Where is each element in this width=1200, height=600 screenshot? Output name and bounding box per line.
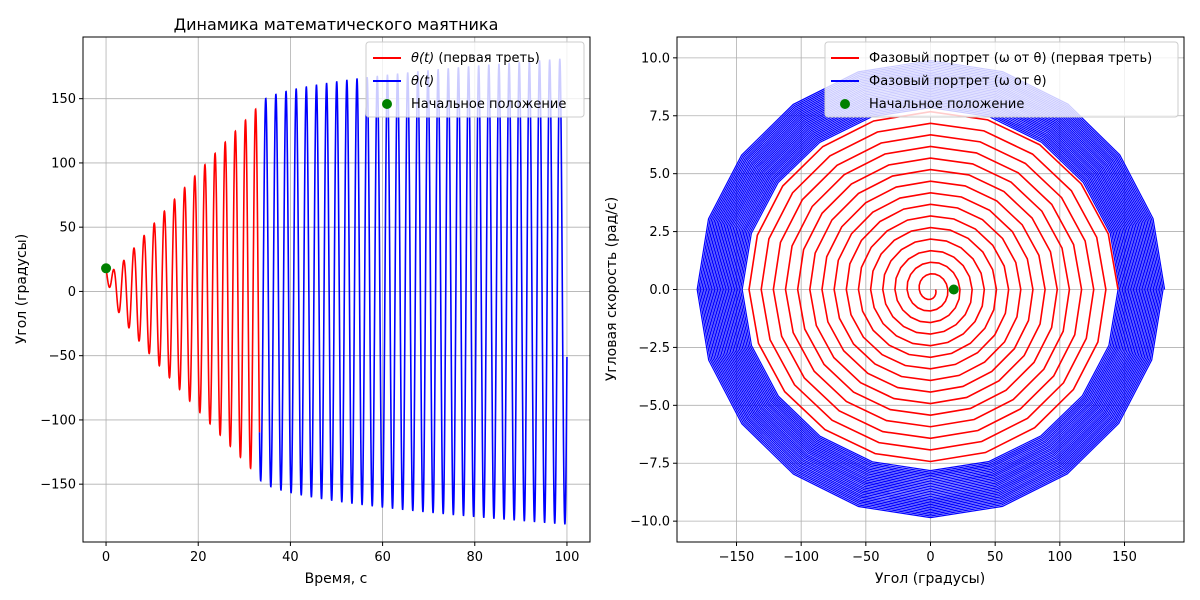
right-x-tick-label: −150: [719, 550, 755, 565]
right-y-tick-label: 10.0: [641, 51, 670, 66]
right-y-tick-label: 0.0: [649, 283, 670, 298]
legend-label-left-green: Начальное положение: [411, 97, 566, 112]
legend-label-right-blue: Фазовый портрет (ω от θ): [869, 74, 1047, 89]
left-legend-box: [365, 41, 585, 118]
chart-title: Динамика математического маятника: [174, 15, 499, 34]
left-x-tick-label: 40: [282, 550, 299, 565]
right-x-tick-label: 0: [926, 550, 934, 565]
right-y-axis-label: Угловая скорость (рад/с): [604, 197, 620, 381]
left-y-tick-label: −150: [40, 478, 76, 493]
series-theta: [258, 58, 568, 525]
left-x-tick-label: 0: [102, 550, 110, 565]
right-x-axis-label: Угол (градусы): [875, 571, 985, 587]
left-x-tick-label: 100: [555, 550, 580, 565]
left-y-tick-label: 100: [51, 156, 76, 171]
right-y-tick-label: 2.5: [649, 225, 670, 240]
right-y-tick-label: 5.0: [649, 167, 670, 182]
right-y-tick-label: −5.0: [638, 399, 670, 414]
legend-left-red-main: θ(t): [411, 51, 434, 66]
legend-label-left-blue: θ(t): [411, 74, 434, 89]
right-y-tick-label: 7.5: [649, 109, 670, 124]
left-y-tick-label: 0: [68, 285, 76, 300]
series-phase-portrait: [696, 59, 1166, 519]
phase-portrait-chart: −150 −100 −50 0 50 100 150 −10.0 −7.5 −5.0 −2.5 0.0…: [604, 36, 1185, 587]
initial-position-point-phase: [948, 284, 959, 295]
left-legend: θ(t) (первая треть) θ(t) Начальное полож…: [365, 41, 585, 118]
left-series: [101, 58, 568, 525]
left-x-tick-label: 80: [466, 550, 483, 565]
left-y-axis-label: Угол (градусы): [14, 234, 30, 344]
left-axes-frame: [82, 36, 591, 543]
series-phase-portrait-first-third: [748, 110, 1119, 463]
right-legend: Фазовый портрет (ω от θ) (первая треть) …: [824, 41, 1179, 118]
left-x-axis-label: Время, с: [305, 571, 368, 587]
legend-label-left-red: θ(t) (первая треть): [411, 51, 540, 66]
left-y-tick-label: 150: [51, 92, 76, 107]
left-ticks: 0 20 40 60 80 100 −150 −100 −50 0 50 100 150: [40, 92, 579, 565]
legend-right-red-suffix: (первая треть): [1047, 51, 1153, 66]
left-y-tick-label: 50: [59, 221, 76, 236]
series-theta-first-third: [105, 107, 261, 470]
right-x-tick-label: 100: [1047, 550, 1072, 565]
right-x-tick-label: −50: [852, 550, 879, 565]
legend-label-right-red: Фазовый портрет (ω от θ) (первая треть): [869, 51, 1152, 66]
initial-position-point: [101, 263, 112, 274]
right-x-tick-label: 50: [987, 550, 1004, 565]
left-y-tick-label: −100: [40, 413, 76, 428]
right-x-tick-label: −100: [783, 550, 819, 565]
right-ticks: −150 −100 −50 0 50 100 150 −10.0 −7.5 −5.0 −2.5 0.0…: [630, 51, 1137, 565]
left-y-tick-label: −50: [49, 349, 76, 364]
left-x-tick-label: 60: [374, 550, 391, 565]
right-series: [696, 59, 1166, 519]
right-y-tick-label: −10.0: [630, 515, 670, 530]
right-x-tick-label: 150: [1112, 550, 1137, 565]
left-x-tick-label: 20: [190, 550, 207, 565]
legend-marker-green-right: [840, 99, 850, 109]
right-y-tick-label: −2.5: [638, 341, 670, 356]
legend-left-red-suffix: (первая треть): [434, 51, 540, 66]
legend-marker-green: [382, 99, 392, 109]
right-y-tick-label: −7.5: [638, 457, 670, 472]
legend-left-blue-main: θ(t): [411, 74, 434, 89]
right-legend-box: [824, 41, 1179, 118]
legend-right-red-main: Фазовый портрет (ω от θ): [869, 51, 1047, 66]
time-series-chart: Динамика математического маятника 0 20 40 6…: [14, 15, 591, 587]
legend-label-right-green: Начальное положение: [869, 97, 1024, 112]
